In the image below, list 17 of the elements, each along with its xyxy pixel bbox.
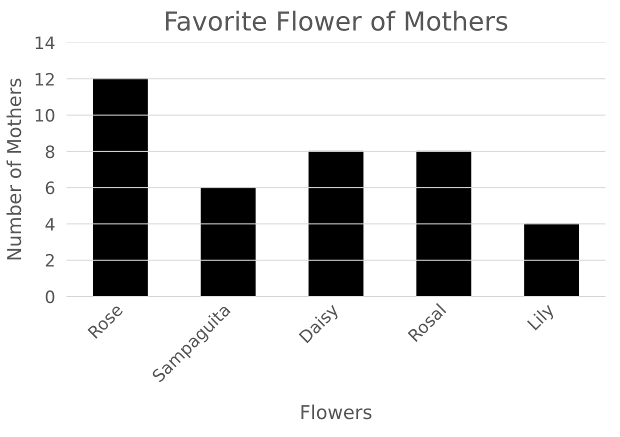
bar xyxy=(92,78,148,296)
y-tick-label: 8 xyxy=(44,142,56,163)
y-tick-label: 6 xyxy=(44,179,56,200)
y-axis-title: Number of Mothers xyxy=(4,78,26,262)
y-tick-label: 0 xyxy=(44,288,56,308)
x-axis-title: Flowers xyxy=(300,402,372,424)
bar xyxy=(200,187,256,296)
x-tick-label: Lily xyxy=(524,300,559,336)
bar xyxy=(524,223,580,296)
y-tick-label: 14 xyxy=(34,34,56,54)
y-tick-label: 10 xyxy=(34,106,56,127)
y-tick-label: 12 xyxy=(34,70,56,90)
y-tick-label: 2 xyxy=(44,252,56,272)
chart-title: Favorite Flower of Mothers xyxy=(163,8,509,38)
bar xyxy=(416,150,472,296)
bar xyxy=(308,150,364,296)
y-tick-label: 4 xyxy=(44,215,56,236)
